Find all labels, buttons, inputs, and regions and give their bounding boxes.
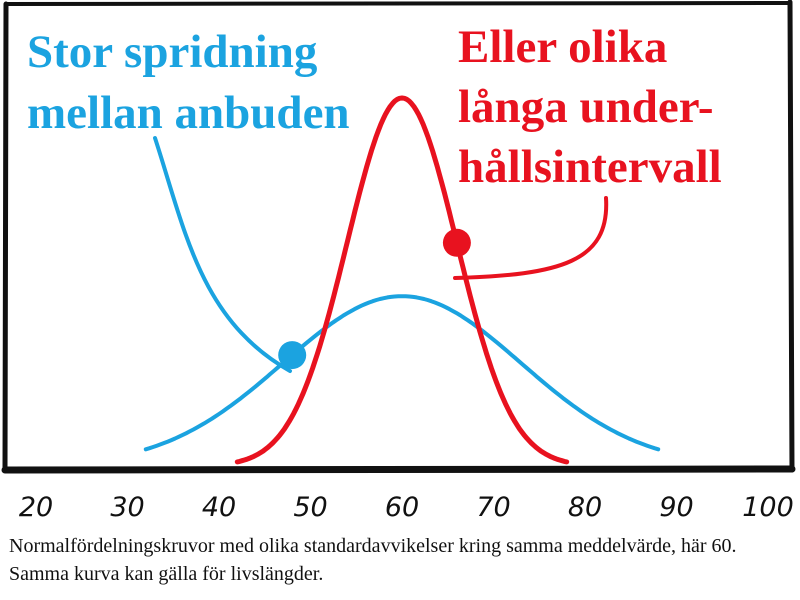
frame-top-edge — [4, 1, 792, 6]
narrow-curve-marker-point — [442, 228, 471, 257]
x-tick-label: 70 — [476, 492, 510, 523]
wide-spread-leader-line — [153, 136, 292, 373]
x-tick-label: 30 — [110, 492, 144, 523]
figure-caption: Normalfördelningskruvor med olika standa… — [9, 535, 737, 585]
x-tick-label: 90 — [659, 492, 693, 523]
annotation-wide-spread-line-1: Stor spridning — [27, 26, 318, 78]
annotation-varying-intervals: Eller olika långa under- hållsintervall — [458, 21, 725, 193]
annotation-varying-intervals-line-3: hållsintervall — [458, 141, 722, 193]
wide-distribution-curve — [143, 294, 661, 452]
x-tick-label: 100 — [742, 492, 794, 523]
x-tick-labels: 20 30 40 50 60 70 80 90 100 — [19, 492, 794, 523]
x-tick-label: 50 — [293, 492, 327, 523]
x-axis-line — [1, 465, 796, 474]
frame-left-edge — [2, 1, 9, 473]
narrow-distribution-curve — [234, 95, 570, 465]
x-tick-label: 40 — [202, 492, 236, 523]
plot-frame — [1, 0, 796, 474]
series-layer — [143, 95, 661, 465]
annotation-wide-spread-line-2: mellan anbuden — [27, 87, 350, 139]
frame-right-edge — [787, 0, 795, 473]
annotation-varying-intervals-line-1: Eller olika — [458, 21, 667, 73]
annotation-varying-intervals-line-2: långa under- — [458, 81, 714, 133]
x-tick-label: 60 — [385, 492, 419, 523]
x-tick-label: 20 — [19, 492, 53, 523]
annotation-wide-spread: Stor spridning mellan anbuden — [27, 26, 350, 139]
varying-intervals-leader-line — [453, 196, 609, 280]
wide-curve-marker-point — [278, 341, 307, 370]
x-tick-label: 80 — [568, 492, 602, 523]
